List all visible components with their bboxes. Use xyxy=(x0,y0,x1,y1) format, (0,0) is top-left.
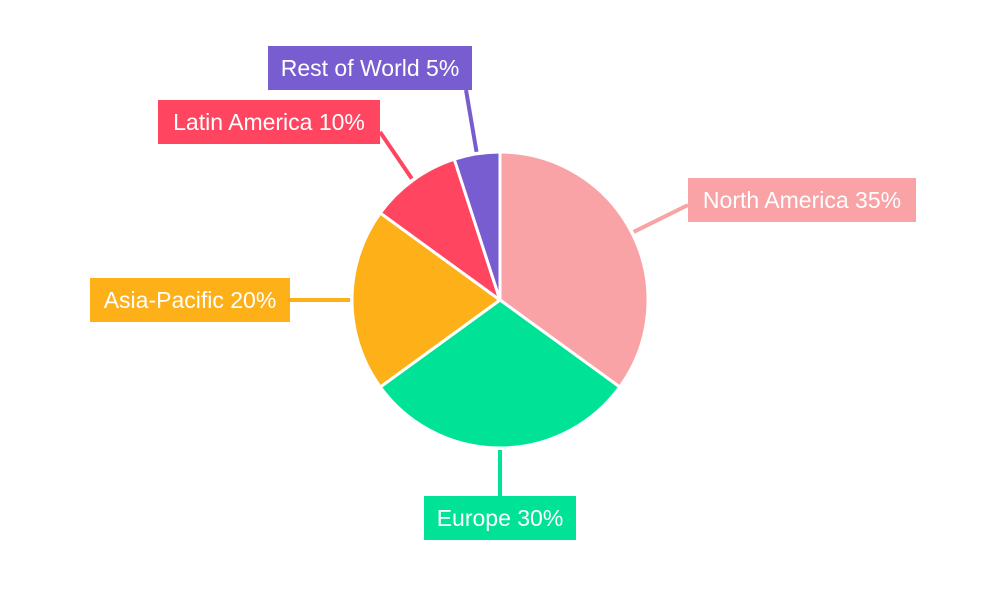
data-label: Latin America 10% xyxy=(173,109,365,135)
pie-slice-north-america[interactable] xyxy=(498,150,650,390)
data-label-box xyxy=(158,100,380,144)
data-label-box xyxy=(688,178,916,222)
data-label: Europe 30% xyxy=(437,505,564,531)
leader-line xyxy=(632,203,689,234)
leader-line xyxy=(464,89,479,153)
data-label: Asia-Pacific 20% xyxy=(104,287,277,313)
pie-slice-rest-of-world[interactable] xyxy=(452,150,502,301)
data-label: Rest of World 5% xyxy=(281,55,460,81)
pie-slice-latin-america[interactable] xyxy=(378,157,503,304)
data-label: North America 35% xyxy=(703,187,901,213)
data-label-box xyxy=(424,496,576,540)
data-label-box xyxy=(268,46,472,90)
leader-line xyxy=(378,130,414,180)
pie-slice-europe[interactable] xyxy=(378,298,622,450)
pie-slice-asia-pacific[interactable] xyxy=(350,210,503,390)
data-label-box xyxy=(90,278,290,322)
